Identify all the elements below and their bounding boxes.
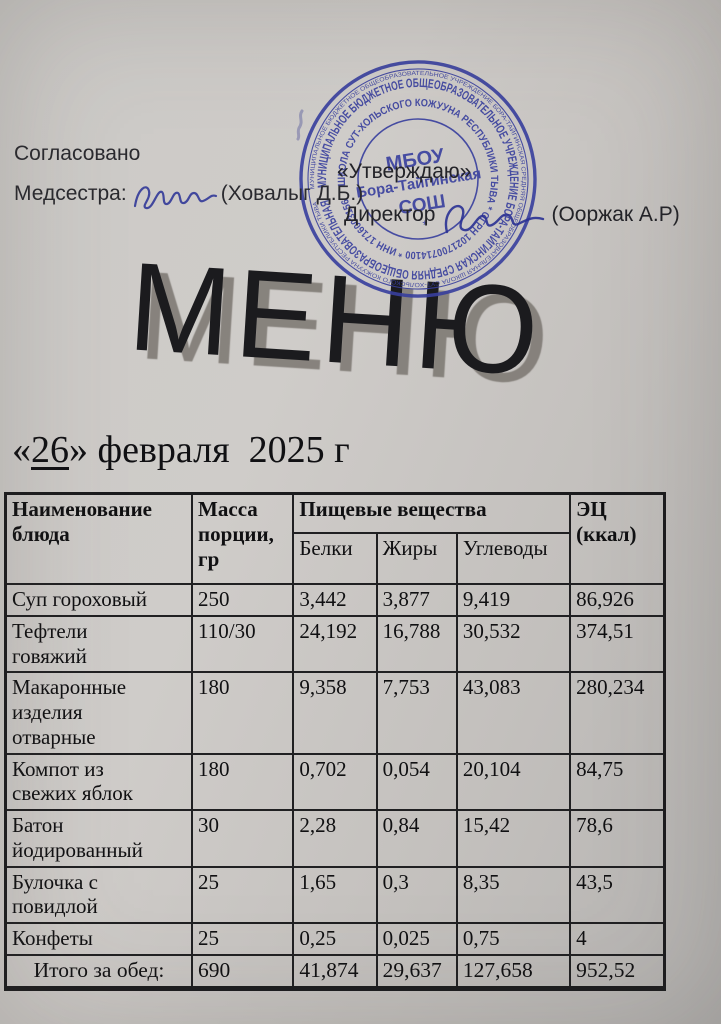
- cell-energy: 4: [569, 922, 666, 956]
- approval-right-block: Директор (Ооржак А.Р): [344, 198, 680, 234]
- cell-dish: Батон йодированный: [4, 809, 194, 868]
- cell-carbs: 9,419: [455, 583, 572, 617]
- stamp-outer-circle: [299, 60, 537, 298]
- cell-carbs: 20,104: [455, 752, 572, 812]
- table-row: Макаронные изделия отварные 180 9,358 7,…: [4, 671, 666, 755]
- cell-protein: 3,442: [292, 583, 378, 617]
- table-row: Конфеты 25 0,25 0,025 0,75 4: [4, 922, 666, 956]
- cell-protein: 1,65: [292, 865, 378, 925]
- total-row: Итого за обед: 690 41,874 29,637 127,658…: [4, 953, 666, 990]
- cell-dish: Суп гороховый: [4, 583, 194, 617]
- cell-protein: 9,358: [292, 671, 378, 755]
- col-header-carbs: Углеводы: [455, 532, 572, 585]
- date-rest: » февраля 2025 г: [69, 429, 350, 471]
- cell-fat: 0,84: [375, 809, 458, 868]
- date-open-quote: «: [12, 429, 31, 471]
- cell-carbs: 30,532: [455, 614, 572, 674]
- col-header-mass: Масса порции, гр: [191, 492, 295, 585]
- col-header-fat: Жиры: [375, 532, 458, 585]
- menu-table: Наименование блюда Масса порции, гр Пище…: [4, 492, 666, 992]
- school-round-stamp: МУНИЦИПАЛЬНОЕ БЮДЖЕТНОЕ ОБЩЕОБРАЗОВАТЕЛЬ…: [295, 55, 542, 302]
- col-header-energy: ЭЦ (ккал): [569, 492, 666, 585]
- cell-energy: 86,926: [569, 583, 666, 617]
- col-header-nutrients: Пищевые вещества: [292, 492, 572, 534]
- total-fat: 29,637: [375, 953, 458, 990]
- cell-dish: Тефтели говяжий: [4, 614, 194, 674]
- cell-mass: 180: [191, 671, 295, 755]
- cell-energy: 84,75: [569, 752, 666, 812]
- date-line: «26» февраля 2025 г: [12, 428, 350, 472]
- cell-fat: 0,3: [375, 865, 458, 925]
- cell-dish: Макаронные изделия отварные: [4, 671, 194, 755]
- cell-carbs: 8,35: [455, 865, 572, 925]
- approval-right-role: Директор: [344, 203, 436, 226]
- cell-mass: 250: [191, 583, 295, 617]
- approval-left-name: (Ховалыг Д.Б.): [220, 182, 364, 206]
- cell-mass: 25: [191, 922, 295, 956]
- total-carbs: 127,658: [455, 953, 572, 990]
- approval-left-block: Согласовано Медсестра: (Ховалыг Д.Б.): [14, 141, 364, 210]
- nurse-signature: [133, 186, 217, 210]
- approval-right-name: (Ооржак А.Р): [551, 203, 680, 226]
- stamp-second-circle: [307, 68, 529, 290]
- col-header-protein: Белки: [292, 532, 378, 585]
- cell-fat: 0,054: [375, 752, 458, 812]
- cell-dish: Компот из свежих яблок: [4, 752, 194, 812]
- cell-protein: 24,192: [292, 614, 378, 674]
- approval-right-title: «Утверждаю»: [337, 160, 472, 183]
- cell-protein: 0,25: [292, 922, 378, 956]
- cell-protein: 2,28: [292, 809, 378, 868]
- total-label: Итого за обед:: [4, 953, 194, 990]
- total-protein: 41,874: [292, 953, 378, 990]
- pen-smudge-mark: [296, 109, 304, 141]
- cell-mass: 25: [191, 865, 295, 925]
- cell-energy: 43,5: [569, 865, 666, 925]
- cell-energy: 374,51: [569, 614, 666, 674]
- approval-left-title: Согласовано: [14, 142, 141, 165]
- total-energy: 952,52: [569, 953, 666, 990]
- date-day: 26: [31, 429, 69, 471]
- cell-mass: 110/30: [191, 614, 295, 674]
- table-row: Компот из свежих яблок 180 0,702 0,054 2…: [4, 752, 666, 812]
- cell-energy: 280,234: [569, 671, 666, 755]
- cell-fat: 16,788: [375, 614, 458, 674]
- cell-fat: 3,877: [375, 583, 458, 617]
- cell-dish: Конфеты: [4, 922, 194, 956]
- approval-left-role: Медсестра:: [14, 182, 127, 206]
- col-header-dish: Наименование блюда: [4, 492, 194, 585]
- cell-fat: 0,025: [375, 922, 458, 956]
- director-signature: [445, 205, 545, 234]
- cell-carbs: 0,75: [455, 922, 572, 956]
- table-row: Суп гороховый 250 3,442 3,877 9,419 86,9…: [4, 583, 666, 617]
- menu-table-header: Наименование блюда Масса порции, гр Пище…: [4, 492, 666, 585]
- cell-mass: 30: [191, 809, 295, 868]
- header-row-1: Наименование блюда Масса порции, гр Пище…: [4, 492, 666, 585]
- cell-carbs: 15,42: [455, 809, 572, 868]
- stamp-center-star: *: [422, 217, 429, 233]
- total-mass: 690: [191, 953, 295, 990]
- cell-carbs: 43,083: [455, 671, 572, 755]
- cell-protein: 0,702: [292, 752, 378, 812]
- cell-mass: 180: [191, 752, 295, 812]
- stamp-inner-circle: [357, 118, 479, 240]
- table-row: Тефтели говяжий 110/30 24,192 16,788 30,…: [4, 614, 666, 674]
- cell-fat: 7,753: [375, 671, 458, 755]
- cell-energy: 78,6: [569, 809, 666, 868]
- cell-dish: Булочка с повидлой: [4, 865, 194, 925]
- table-row: Батон йодированный 30 2,28 0,84 15,42 78…: [4, 809, 666, 868]
- table-row: Булочка с повидлой 25 1,65 0,3 8,35 43,5: [4, 865, 666, 925]
- header-row-2: Белки Жиры Углеводы: [6, 532, 665, 585]
